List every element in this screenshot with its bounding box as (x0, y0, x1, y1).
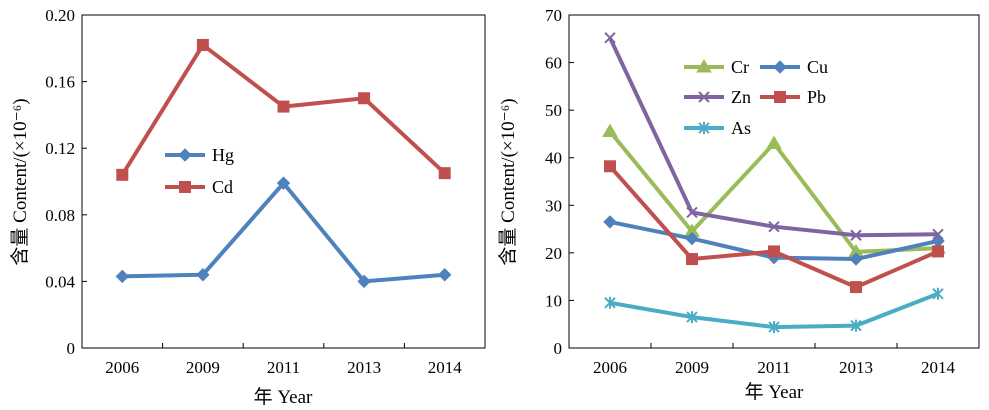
data-point-as (932, 287, 944, 300)
right-legend: Cr Cu Zn Pb As (684, 57, 828, 138)
data-point-hg (115, 269, 130, 284)
left-x-axis-label: 年 Year (254, 386, 313, 408)
data-point-cu (931, 234, 945, 248)
legend-entry-hg: Hg (165, 145, 234, 165)
series-cd (116, 38, 451, 181)
data-point-zn (604, 32, 616, 44)
data-point-as (686, 311, 698, 324)
data-point-as (768, 321, 780, 334)
left-legend: Hg Cd (165, 145, 234, 197)
y-tick-label: 60 (545, 54, 562, 73)
data-point-pb (604, 160, 616, 173)
x-tick-label: 2006 (593, 358, 627, 377)
y-tick-label: 0.12 (45, 139, 75, 158)
legend-entry-as: As (684, 118, 751, 138)
right-y-axis-label: 含量 Content/(×10⁻⁶) (497, 98, 519, 265)
left-y-axis-label: 含量 Content/(×10⁻⁶) (9, 98, 31, 265)
legend-label-zn: Zn (731, 87, 751, 107)
legend-marker-hg (178, 148, 192, 162)
y-tick-label: 50 (545, 101, 562, 120)
data-point-cd (358, 92, 371, 105)
data-point-hg (357, 274, 371, 289)
x-tick-label: 2006 (105, 358, 139, 377)
data-point-cd (438, 167, 451, 180)
legend-marker-cu (773, 60, 787, 74)
legend-entry-pb: Pb (760, 87, 826, 107)
data-point-zn (850, 229, 862, 241)
data-point-pb (768, 245, 780, 258)
y-tick-label: 0.20 (45, 6, 75, 25)
x-tick-label: 2011 (267, 358, 300, 377)
data-point-cu (603, 215, 617, 229)
left-series-group (115, 38, 452, 289)
left-chart: 0 0.04 0.08 0.12 0.16 0.20 2006 2009 2011 2013 201… (9, 6, 486, 408)
data-point-hg (437, 268, 452, 282)
data-point-zn (768, 220, 780, 233)
left-plot-area (81, 14, 486, 349)
legend-entry-zn: Zn (684, 87, 751, 107)
y-tick-label: 0 (67, 339, 76, 358)
legend-marker-cr (696, 59, 712, 73)
data-point-cd (116, 168, 129, 181)
data-point-as (604, 296, 616, 309)
series-hg (115, 176, 452, 289)
right-chart: 0 10 20 30 40 50 60 70 2006 2009 2011 2013 2014 年 Ye… (497, 6, 980, 403)
legend-label-hg: Hg (212, 145, 234, 165)
x-tick-label: 2014 (428, 358, 463, 377)
y-tick-label: 10 (545, 291, 562, 310)
data-point-as (850, 319, 862, 332)
right-series-group (602, 32, 946, 334)
y-tick-label: 0.08 (45, 206, 75, 225)
legend-marker-cd (179, 181, 191, 193)
y-tick-label: 0 (554, 339, 563, 358)
legend-label-as: As (731, 118, 751, 138)
data-point-hg (196, 268, 210, 282)
legend-marker-zn (698, 91, 710, 103)
data-point-pb (932, 245, 944, 258)
legend-marker-pb (774, 91, 786, 103)
y-tick-label: 0.04 (45, 272, 75, 291)
y-tick-label: 30 (545, 196, 562, 215)
series-zn (604, 32, 944, 241)
data-point-zn (686, 206, 698, 219)
legend-label-pb: Pb (807, 87, 826, 107)
legend-label-cr: Cr (731, 57, 749, 77)
y-tick-label: 40 (545, 149, 562, 168)
data-point-cu (849, 252, 863, 266)
y-tick-label: 0.16 (45, 73, 75, 92)
series-cr (602, 123, 946, 258)
right-x-axis-label: 年 Year (745, 381, 804, 403)
x-tick-label: 2013 (839, 358, 873, 377)
y-tick-label: 20 (545, 244, 562, 263)
series-line-hg (122, 181, 445, 284)
data-point-cr (602, 123, 618, 138)
x-tick-label: 2014 (921, 358, 956, 377)
data-point-hg (276, 176, 291, 190)
y-tick-label: 70 (545, 6, 562, 25)
data-point-cu (685, 231, 699, 246)
legend-entry-cd: Cd (165, 177, 233, 197)
legend-label-cu: Cu (807, 57, 828, 77)
right-plot-area (568, 14, 980, 349)
left-axes: 0 0.04 0.08 0.12 0.16 0.20 2006 2009 2011 2013 201… (45, 6, 486, 377)
x-tick-label: 2009 (675, 358, 709, 377)
legend-entry-cu: Cu (760, 57, 828, 77)
legend-entry-cr: Cr (684, 57, 749, 77)
x-tick-label: 2011 (757, 358, 790, 377)
data-point-cd (277, 100, 290, 113)
series-cu (603, 215, 945, 266)
right-axes: 0 10 20 30 40 50 60 70 2006 2009 2011 2013 2014 (545, 6, 980, 377)
legend-marker-as (698, 122, 710, 134)
legend-label-cd: Cd (212, 177, 233, 197)
data-point-cd (196, 38, 209, 51)
data-point-zn (932, 228, 944, 241)
data-point-pb (850, 281, 862, 294)
x-tick-label: 2013 (347, 358, 381, 377)
series-as (604, 287, 944, 334)
series-pb (604, 160, 944, 294)
data-point-cr (766, 135, 782, 149)
x-tick-label: 2009 (186, 358, 220, 377)
data-point-pb (686, 253, 698, 266)
